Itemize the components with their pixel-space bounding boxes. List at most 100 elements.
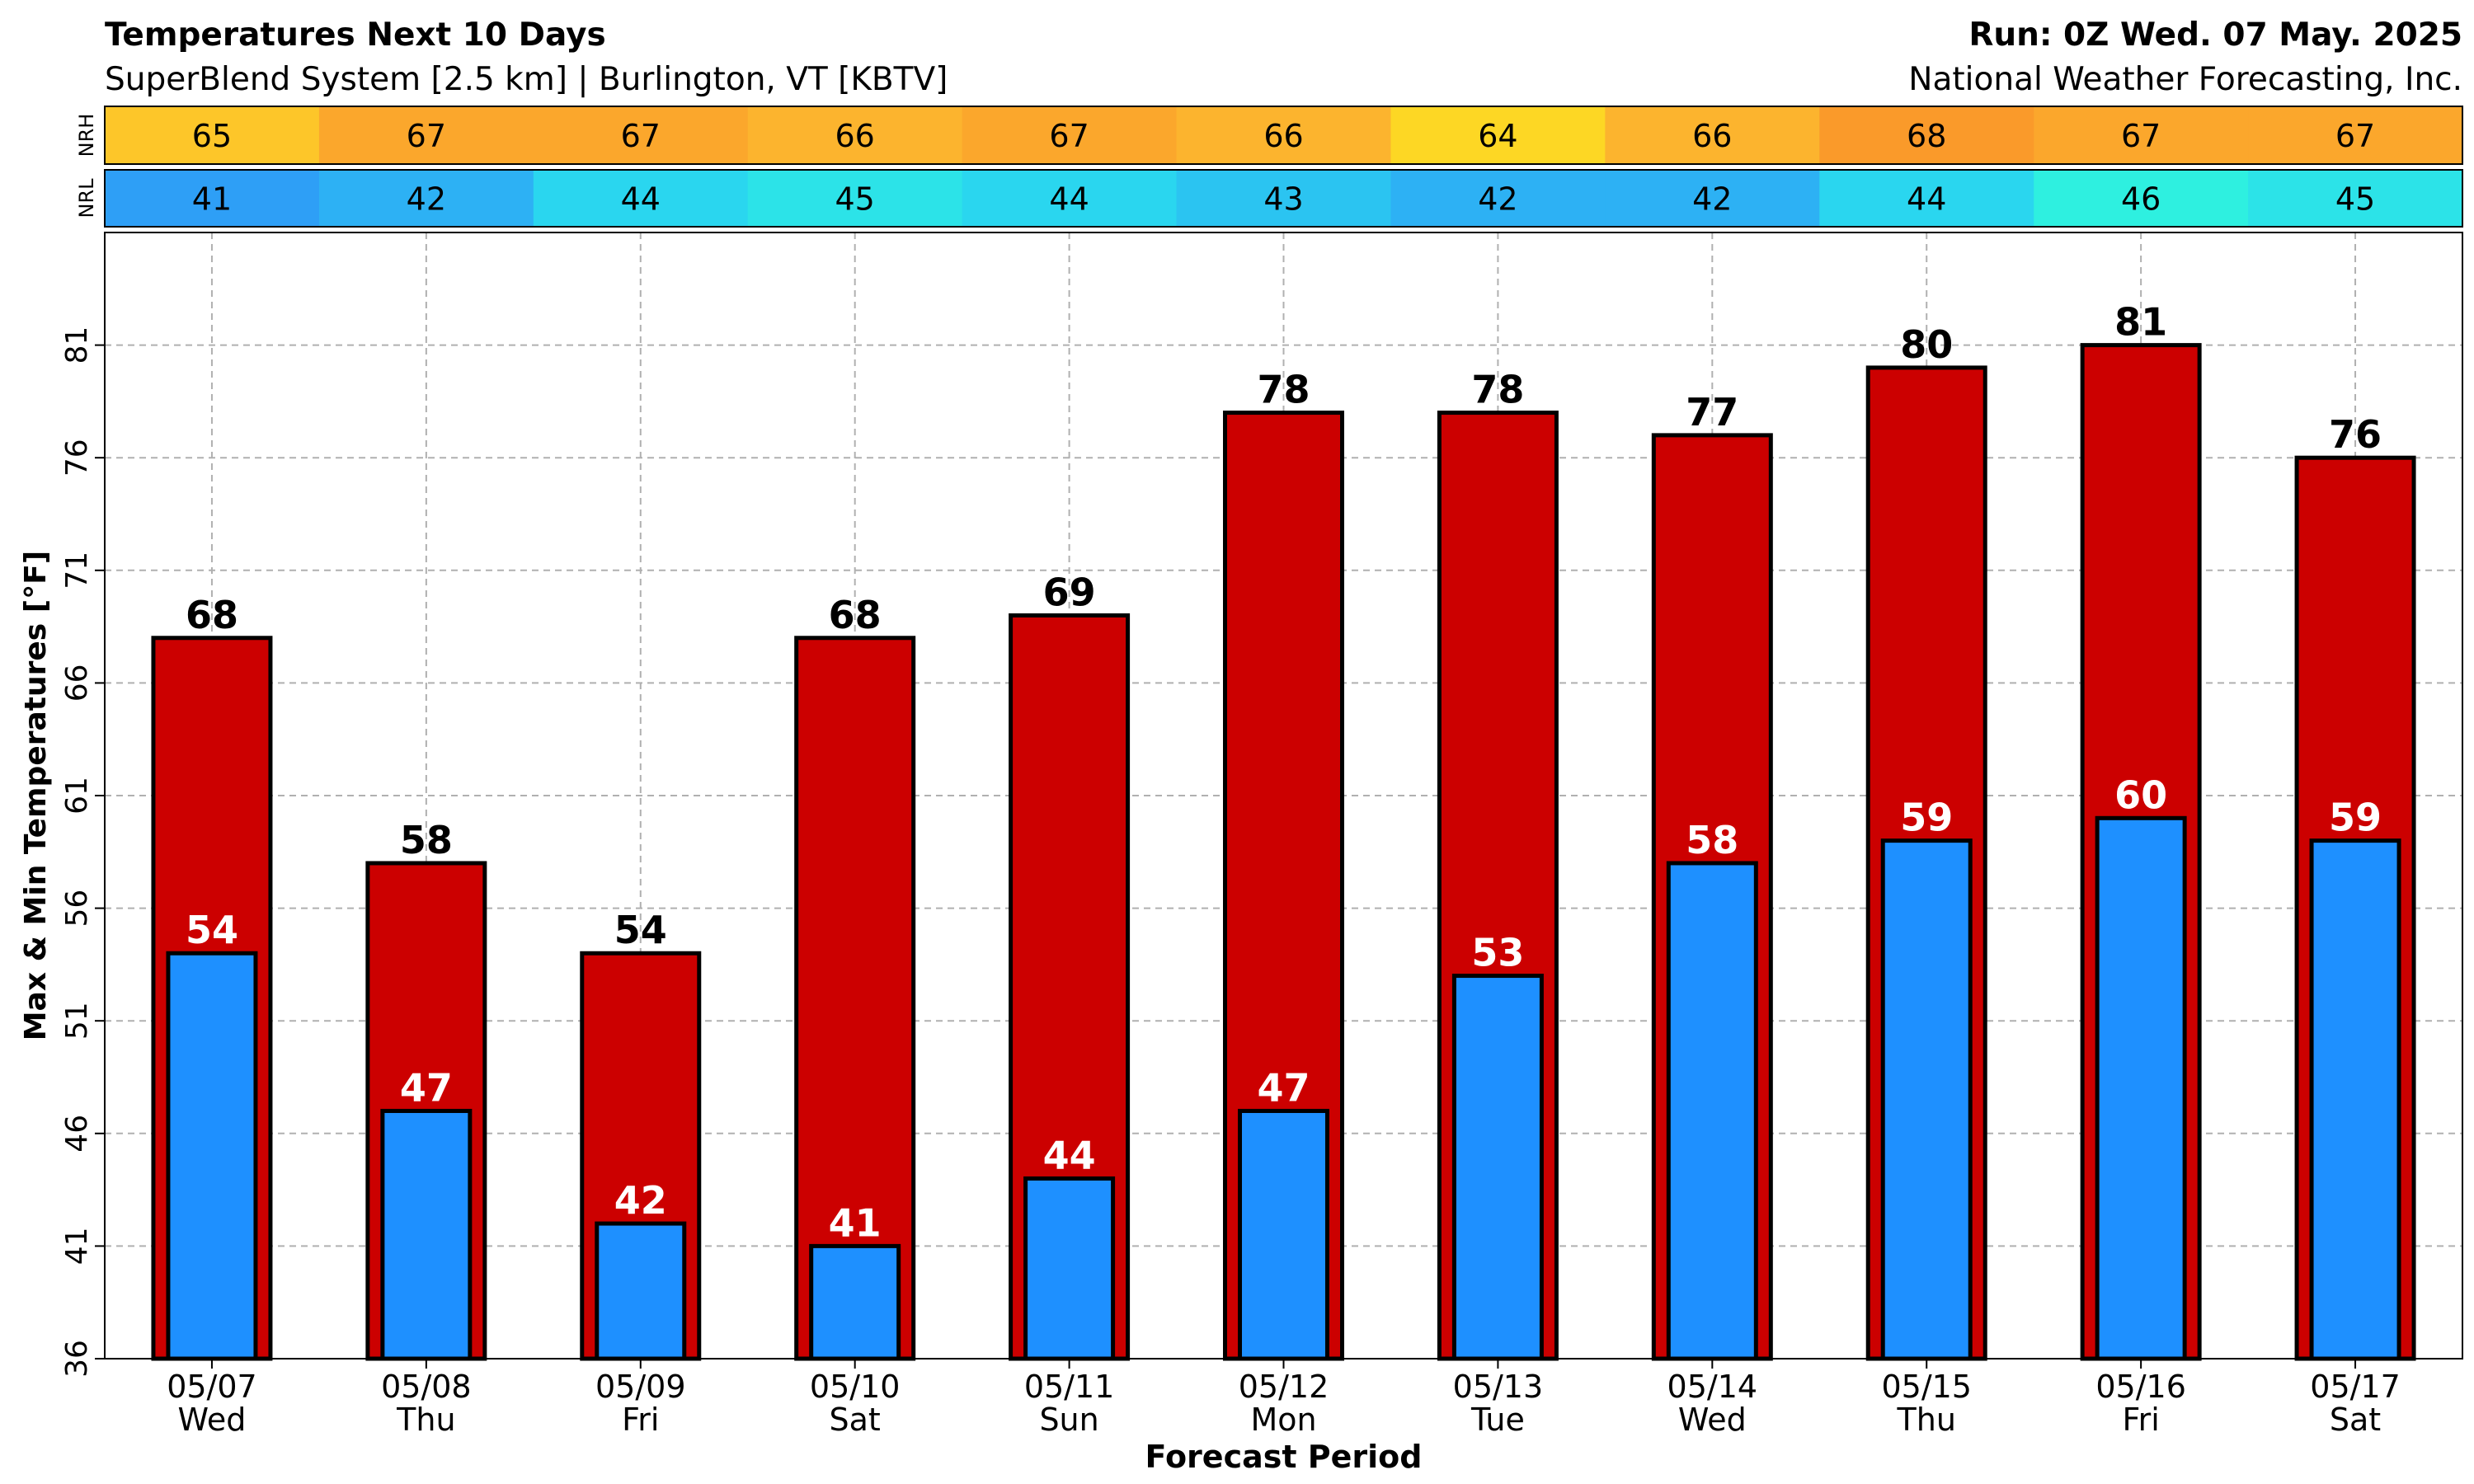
x-tick-day: Fri <box>622 1402 659 1438</box>
run-label: Run: 0Z Wed. 07 May. 2025 <box>1968 16 2462 54</box>
normals-cell <box>747 170 963 227</box>
x-axis-label: Forecast Period <box>1145 1439 1423 1475</box>
min-temp-bar <box>1451 974 1544 1361</box>
max-temp-label: 54 <box>614 908 667 952</box>
min-temp-bar <box>1880 838 1973 1361</box>
normals-row-label: NRH <box>75 114 98 157</box>
max-temp-label: 78 <box>1471 368 1524 412</box>
min-temp-bar <box>2309 838 2401 1361</box>
x-tick-date: 05/12 <box>1239 1369 1329 1405</box>
normals-cell <box>318 106 534 164</box>
bar-series: 68 54 58 47 54 42 68 41 69 44 78 47 78 53 77 58 80 59 81 60… <box>151 300 2416 1361</box>
provider-label: National Weather Forecasting, Inc. <box>1908 61 2462 98</box>
min-temp-label: 59 <box>2329 796 2382 840</box>
x-tick-date: 05/15 <box>1881 1369 1972 1405</box>
normals-cell <box>2034 106 2249 164</box>
min-temp-bar <box>809 1243 901 1361</box>
y-axis-label: Max & Min Temperatures [°F] <box>19 551 53 1041</box>
min-temp-label: 47 <box>400 1065 453 1110</box>
normals-cell <box>105 170 320 227</box>
max-temp-label: 58 <box>400 818 453 862</box>
max-temp-label: 68 <box>829 593 882 637</box>
normals-strip-frame <box>104 106 2463 165</box>
normals-strip-frame <box>104 169 2463 228</box>
min-temp-label: 47 <box>1257 1065 1310 1110</box>
min-temp-label: 44 <box>1043 1133 1096 1177</box>
normals-cell <box>1605 106 1820 164</box>
axes: 3641465156616671768105/07Wed05/08Thu05/0… <box>19 232 2463 1475</box>
normals-cell <box>1819 106 2034 164</box>
max-temp-label: 80 <box>1900 322 1953 367</box>
normals-value: 41 <box>192 181 232 218</box>
min-temp-bar <box>595 1221 687 1361</box>
max-temp-label: 68 <box>186 593 238 637</box>
y-tick-label: 41 <box>60 1227 94 1265</box>
x-tick-date: 05/17 <box>2310 1369 2401 1405</box>
max-temp-bar <box>794 636 916 1361</box>
normals-value: 44 <box>1049 181 1089 218</box>
normals-value: 66 <box>1263 118 1303 154</box>
min-temp-label: 42 <box>614 1178 667 1223</box>
normals-cell <box>533 170 749 227</box>
y-tick-label: 46 <box>60 1115 94 1153</box>
x-tick-day: Sat <box>830 1402 881 1438</box>
normals-value: 67 <box>2121 118 2161 154</box>
min-temp-bar <box>380 1108 473 1361</box>
x-tick-date: 05/14 <box>1667 1369 1758 1405</box>
normals-cell <box>1819 170 2034 227</box>
normals-cell <box>962 170 1178 227</box>
normals-value: 43 <box>1263 181 1303 218</box>
normals-value: 67 <box>621 118 661 154</box>
min-temp-bar <box>166 951 258 1361</box>
y-tick-label: 71 <box>60 552 94 589</box>
x-tick-date: 05/11 <box>1024 1369 1115 1405</box>
min-temp-bar <box>2095 815 2187 1361</box>
normals-value: 68 <box>1907 118 1946 154</box>
min-temp-label: 59 <box>1900 796 1953 840</box>
normals-cell <box>962 106 1178 164</box>
normals-cell <box>1390 106 1606 164</box>
normals-value: 42 <box>1692 181 1732 218</box>
y-tick-label: 66 <box>60 664 94 702</box>
normals-cell <box>2034 170 2249 227</box>
normals-cell <box>1176 170 1391 227</box>
max-temp-label: 69 <box>1043 570 1096 614</box>
normals-row-label: NRL <box>75 178 98 218</box>
x-tick-day: Tue <box>1470 1402 1525 1438</box>
x-tick-day: Thu <box>396 1402 455 1438</box>
normals-cell <box>747 106 963 164</box>
x-tick-date: 05/16 <box>2095 1369 2186 1405</box>
max-temp-label: 81 <box>2114 300 2167 345</box>
normals-cell <box>533 106 749 164</box>
x-tick-day: Wed <box>1678 1402 1747 1438</box>
normals-cell <box>105 106 320 164</box>
y-tick-label: 76 <box>60 439 94 477</box>
x-tick-day: Mon <box>1250 1402 1316 1438</box>
max-temp-label: 78 <box>1257 368 1310 412</box>
min-temp-label: 54 <box>186 908 238 952</box>
x-tick-day: Thu <box>1897 1402 1956 1438</box>
y-tick-label: 61 <box>60 777 94 815</box>
min-temp-label: 60 <box>2114 773 2167 817</box>
normals-value: 42 <box>1478 181 1517 218</box>
normals-value: 45 <box>2335 181 2375 218</box>
normals-cell <box>2248 170 2463 227</box>
normals-value: 66 <box>835 118 875 154</box>
normals-strips: 65 67 67 66 67 66 64 66 68 67 67 NRH 41 42 44 45 44 43 42 4… <box>75 106 2463 228</box>
min-temp-label: 53 <box>1471 931 1524 975</box>
x-tick-day: Wed <box>178 1402 247 1438</box>
y-tick-label: 51 <box>60 1002 94 1040</box>
x-tick-date: 05/10 <box>810 1369 901 1405</box>
y-tick-label: 36 <box>60 1340 94 1378</box>
normals-value: 66 <box>1692 118 1732 154</box>
normals-cell <box>1605 170 1820 227</box>
normals-value: 67 <box>1049 118 1089 154</box>
min-temp-label: 58 <box>1686 818 1738 862</box>
normals-value: 44 <box>621 181 661 218</box>
normals-value: 42 <box>407 181 446 218</box>
x-tick-date: 05/09 <box>595 1369 686 1405</box>
x-tick-date: 05/13 <box>1453 1369 1544 1405</box>
x-tick-day: Sun <box>1039 1402 1098 1438</box>
x-tick-day: Fri <box>2122 1402 2159 1438</box>
